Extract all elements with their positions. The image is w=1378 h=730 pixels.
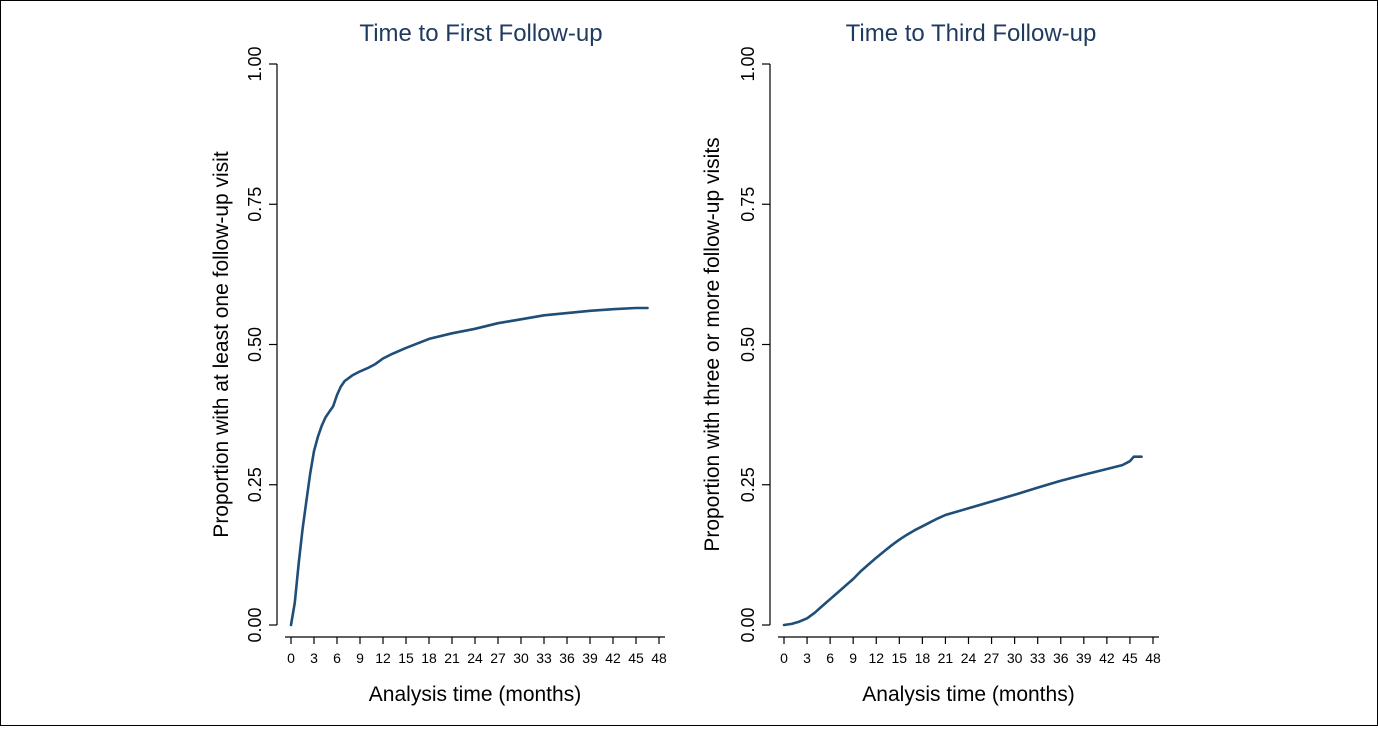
x-tick-label: 6: [826, 650, 834, 666]
x-tick-label: 30: [513, 650, 529, 666]
y-tick-label: 0.75: [738, 187, 758, 222]
x-tick-label: 24: [961, 650, 977, 666]
x-tick-label: 24: [467, 650, 483, 666]
x-tick-label: 45: [628, 650, 644, 666]
x-tick-label: 27: [984, 650, 1000, 666]
y-axis-label: Proportion with at least one follow-up v…: [210, 151, 233, 538]
y-tick-label: 0.50: [738, 327, 758, 362]
panel-first-follow-up: Time to First Follow-up Analysis time (m…: [210, 20, 667, 706]
x-tick-label: 18: [421, 650, 437, 666]
cumulative-incidence-line: [289, 306, 649, 627]
y-tick-label: 0.25: [245, 467, 265, 502]
x-tick-label: 45: [1122, 650, 1138, 666]
panel-title: Time to First Follow-up: [359, 20, 602, 47]
x-tick-label: 48: [651, 650, 667, 666]
y-tick-label: 0.25: [738, 467, 758, 502]
panel-title: Time to Third Follow-up: [846, 20, 1097, 47]
x-tick-label: 3: [310, 650, 318, 666]
x-axis-label: Analysis time (months): [862, 683, 1074, 706]
x-tick-label: 39: [1076, 650, 1092, 666]
x-tick-label: 36: [559, 650, 575, 666]
x-tick-label: 21: [938, 650, 954, 666]
cumulative-incidence-line: [782, 455, 1143, 627]
x-tick-label: 42: [1099, 650, 1115, 666]
x-tick-label: 6: [333, 650, 341, 666]
y-tick-label: 1.00: [738, 46, 758, 81]
x-tick-label: 39: [582, 650, 598, 666]
x-tick-label: 0: [780, 650, 788, 666]
y-tick-label: 0.75: [245, 187, 265, 222]
x-tick-label: 12: [375, 650, 391, 666]
y-axis-label: Proportion with three or more follow-up …: [701, 137, 724, 551]
x-tick-label: 3: [803, 650, 811, 666]
x-tick-label: 30: [1007, 650, 1023, 666]
y-tick-label: 0.00: [738, 607, 758, 642]
x-tick-label: 48: [1145, 650, 1161, 666]
x-axis-label: Analysis time (months): [369, 683, 581, 706]
x-tick-label: 0: [287, 650, 295, 666]
x-tick-label: 12: [868, 650, 884, 666]
x-tick-label: 15: [892, 650, 908, 666]
x-tick-label: 9: [356, 650, 364, 666]
x-tick-label: 9: [849, 650, 857, 666]
x-tick-label: 15: [398, 650, 414, 666]
y-tick-label: 1.00: [245, 46, 265, 81]
x-tick-label: 27: [490, 650, 506, 666]
x-tick-label: 33: [1030, 650, 1046, 666]
x-tick-label: 36: [1053, 650, 1069, 666]
panel-third-follow-up: Time to Third Follow-up Analysis time (m…: [701, 20, 1161, 706]
x-tick-label: 42: [605, 650, 621, 666]
x-tick-label: 21: [444, 650, 460, 666]
y-tick-label: 0.50: [245, 327, 265, 362]
x-tick-label: 18: [915, 650, 931, 666]
x-tick-label: 33: [536, 650, 552, 666]
y-tick-label: 0.00: [245, 607, 265, 642]
